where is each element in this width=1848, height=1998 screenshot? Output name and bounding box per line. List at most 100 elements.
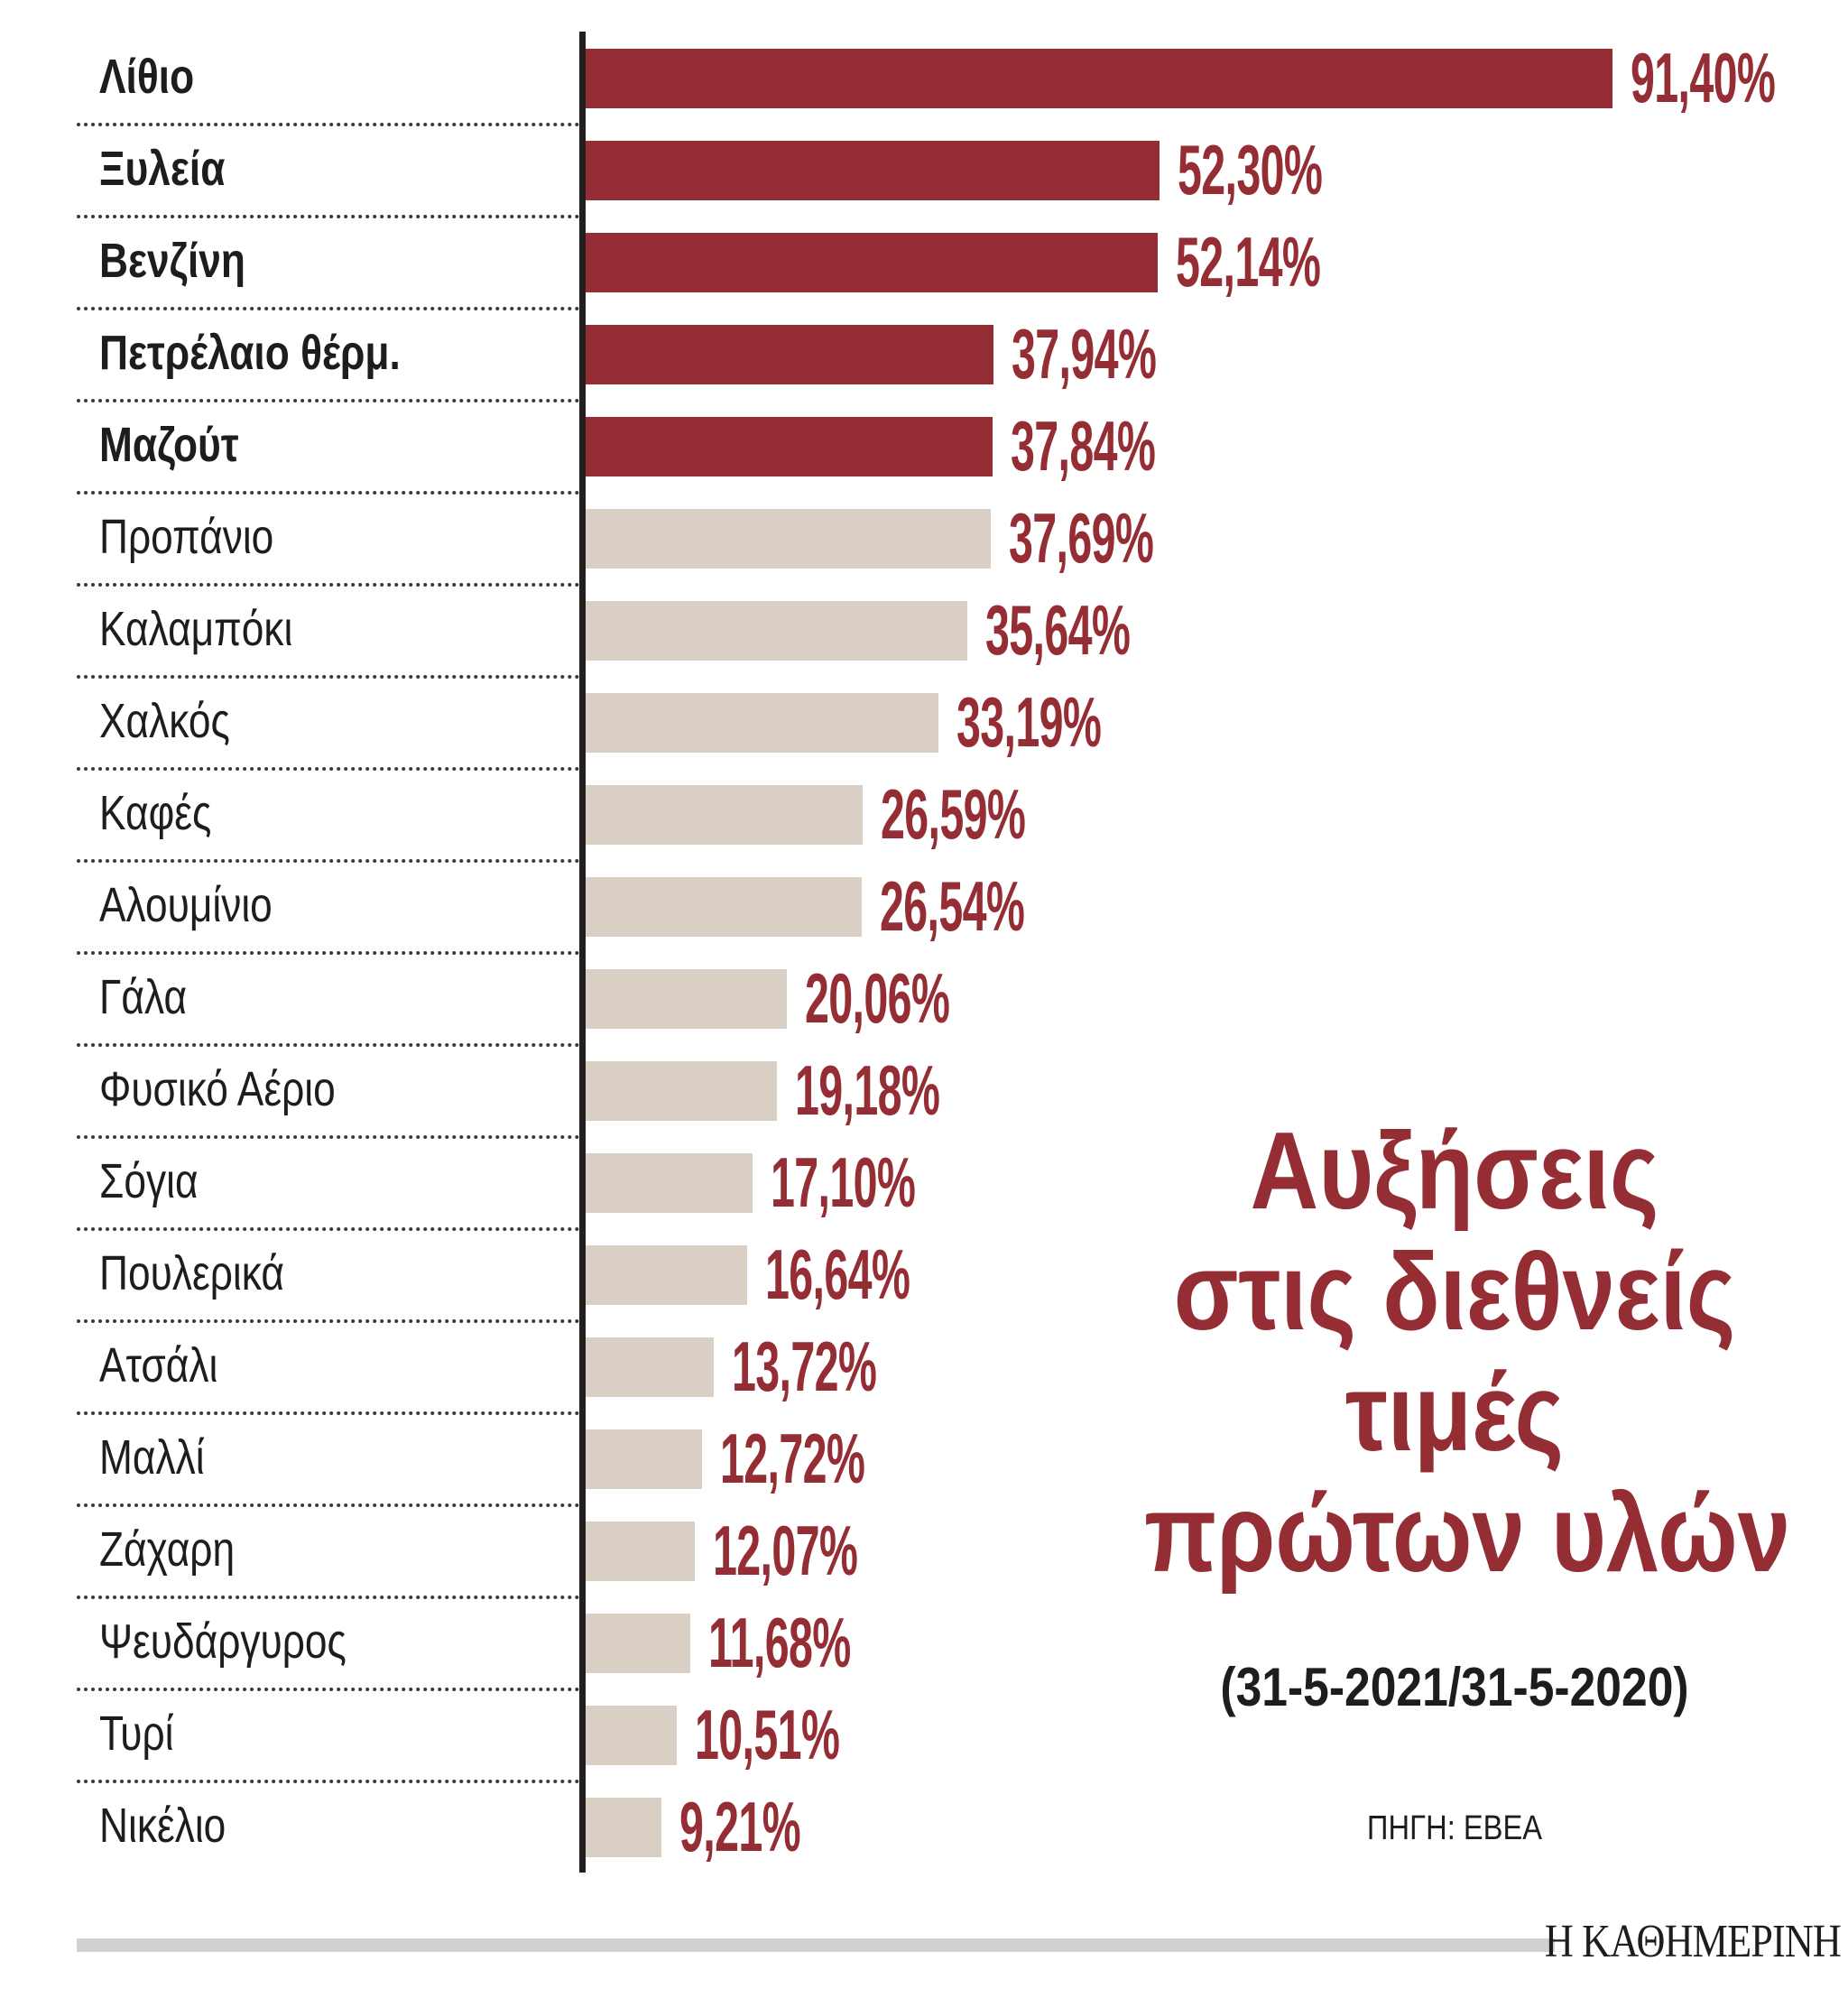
chart-row: Φυσικό Αέριο 19,18% (0, 1043, 1848, 1136)
chart-row: Χαλκός 33,19% (0, 675, 1848, 768)
bar (586, 1614, 690, 1673)
row-divider (77, 1688, 579, 1691)
bar (586, 1061, 777, 1121)
bar (586, 233, 1159, 292)
bar (586, 1706, 677, 1765)
category-label: Μαζούτ (99, 418, 239, 472)
source-note: ΠΗΓΗ: ΕΒΕΑ (1366, 1809, 1543, 1847)
value-label: 9,21% (679, 1787, 801, 1866)
bar (586, 1153, 753, 1213)
value-label: 10,51% (694, 1695, 840, 1774)
publisher-logo: Η ΚΑΘΗΜΕΡΙΝΗ (1544, 1916, 1842, 1967)
row-divider (77, 1227, 579, 1231)
chart-row: Βενζίνη 52,14% (0, 215, 1848, 308)
title-line-1: Αυξήσεις (1250, 1109, 1659, 1232)
category-label: Αλουμίνιο (99, 878, 273, 932)
title-line-3: τιμές (1344, 1351, 1565, 1474)
chart-title: Αυξήσεις στις διεθνείς τιμές πρώτων υλών (1094, 1110, 1816, 1594)
row-divider (77, 675, 579, 679)
value-label: 35,64% (984, 590, 1131, 670)
bar (586, 1429, 703, 1489)
category-label: Χαλκός (99, 694, 230, 748)
row-divider (77, 1319, 579, 1323)
chart-row: Λίθιο 91,40% (0, 32, 1848, 124)
category-label: Ατσάλι (99, 1338, 218, 1392)
chart-row: Καφές 26,59% (0, 767, 1848, 860)
category-label: Ξυλεία (99, 142, 226, 196)
chart-row: Μαλλί 12,72% (0, 1411, 1848, 1504)
chart-row: Γάλα 20,06% (0, 951, 1848, 1044)
bar (586, 1337, 714, 1397)
category-label: Ψευδάργυρος (99, 1614, 346, 1669)
chart-row: Νικέλιο 9,21% (0, 1780, 1848, 1873)
category-label: Γάλα (99, 970, 188, 1024)
category-label: Μαλλί (99, 1430, 205, 1485)
value-label: 37,84% (1011, 406, 1156, 486)
row-divider (77, 1411, 579, 1415)
category-label: Νικέλιο (99, 1799, 226, 1853)
value-label: 37,94% (1012, 314, 1157, 393)
bar (586, 601, 967, 661)
bar (586, 969, 788, 1029)
value-label: 12,07% (712, 1511, 858, 1590)
value-label: 16,64% (765, 1235, 910, 1314)
chart-row: Ψευδάργυρος 11,68% (0, 1596, 1848, 1688)
bar (586, 141, 1160, 200)
value-label: 33,19% (956, 682, 1102, 762)
row-divider (77, 767, 579, 771)
category-label: Καφές (99, 786, 212, 840)
value-label: 17,10% (771, 1142, 916, 1222)
bar (586, 1245, 748, 1305)
value-label: 19,18% (794, 1050, 940, 1130)
chart-row: Προπάνιο 37,69% (0, 491, 1848, 584)
category-label: Πετρέλαιο θέρμ. (99, 326, 401, 380)
value-label: 11,68% (707, 1603, 851, 1682)
category-label: Λίθιο (99, 50, 195, 104)
row-divider (77, 951, 579, 955)
title-line-4: πρώτων υλών (1144, 1472, 1791, 1595)
value-label: 52,14% (1176, 222, 1321, 301)
value-label: 26,59% (880, 774, 1026, 854)
value-label: 37,69% (1009, 498, 1154, 578)
value-label: 13,72% (731, 1327, 877, 1406)
row-divider (77, 215, 579, 218)
chart-row: Μαζούτ 37,84% (0, 399, 1848, 492)
row-divider (77, 491, 579, 495)
category-label: Φυσικό Αέριο (99, 1062, 336, 1116)
value-label: 12,72% (720, 1419, 865, 1498)
chart-row: Ατσάλι 13,72% (0, 1319, 1848, 1412)
bar (586, 325, 994, 384)
bar (586, 877, 863, 937)
title-line-2: στις διεθνείς (1173, 1230, 1736, 1353)
row-divider (77, 123, 579, 126)
value-label: 26,54% (880, 866, 1025, 946)
chart-row: Πουλερικά 16,64% (0, 1227, 1848, 1320)
chart-row: Ξυλεία 52,30% (0, 123, 1848, 216)
category-label: Σόγια (99, 1154, 199, 1208)
value-label: 52,30% (1178, 130, 1323, 209)
bar (586, 693, 939, 753)
bar (586, 509, 992, 569)
category-label: Καλαμπόκι (99, 602, 293, 656)
chart-row: Καλαμπόκι 35,64% (0, 583, 1848, 676)
chart-row: Σόγια 17,10% (0, 1135, 1848, 1228)
row-divider (77, 859, 579, 863)
chart-row: Τυρί 10,51% (0, 1688, 1848, 1781)
row-divider (77, 583, 579, 587)
bar (586, 1798, 662, 1857)
category-label: Βενζίνη (99, 234, 245, 288)
category-label: Τυρί (99, 1707, 174, 1761)
chart-row: Πετρέλαιο θέρμ. 37,94% (0, 307, 1848, 400)
category-label: Πουλερικά (99, 1246, 284, 1300)
bar (586, 785, 863, 845)
row-divider (77, 307, 579, 310)
row-divider (77, 399, 579, 402)
category-label: Προπάνιο (99, 510, 274, 564)
chart-row: Ζάχαρη 12,07% (0, 1503, 1848, 1596)
row-divider (77, 1043, 579, 1047)
row-divider (77, 1503, 579, 1507)
row-divider (77, 1780, 579, 1783)
category-label: Ζάχαρη (99, 1522, 236, 1577)
bar (586, 417, 993, 476)
